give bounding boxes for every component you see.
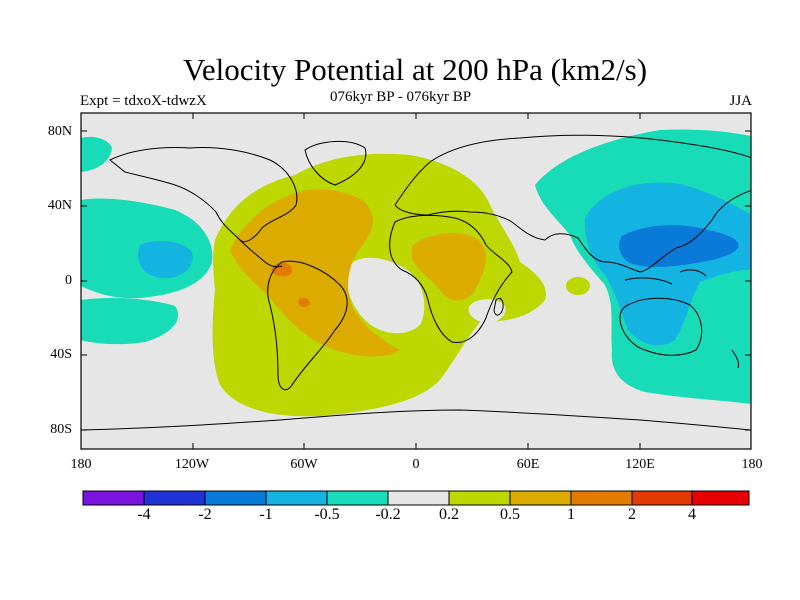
negative-region-1-pacific bbox=[619, 225, 739, 267]
period-label: 076kyr BP - 076kyr BP bbox=[330, 89, 472, 105]
lat-label-80s: 80S bbox=[50, 422, 72, 437]
colorbar-label: -4 bbox=[137, 506, 151, 523]
season-label: JJA bbox=[729, 93, 752, 109]
colorbar-label: -1 bbox=[259, 506, 273, 523]
coastline-eurasia bbox=[394, 134, 751, 273]
colorbar-label: 2 bbox=[628, 506, 636, 523]
colorbar-swatch-2 bbox=[205, 491, 266, 505]
neutral-hole-atlantic bbox=[346, 257, 425, 334]
colorbar-label: -2 bbox=[198, 506, 212, 523]
colorbar-label: 4 bbox=[688, 506, 696, 523]
lon-label-180w: 180 bbox=[70, 457, 92, 472]
contour-field bbox=[81, 113, 751, 449]
negative-region-0.5-east-pacific bbox=[138, 240, 193, 279]
positive-region-1-north bbox=[271, 262, 293, 277]
colorbar-swatch-5 bbox=[388, 491, 449, 505]
positive-region-0.5-americas bbox=[230, 189, 400, 357]
lat-label-0: 0 bbox=[65, 273, 72, 288]
lon-label-180e: 180 bbox=[741, 457, 763, 472]
experiment-label: Expt = tdxoX-tdwzX bbox=[80, 93, 207, 109]
coastline-africa bbox=[389, 214, 513, 344]
lat-label-80n: 80N bbox=[47, 124, 72, 139]
coastline-antarctica bbox=[81, 409, 751, 431]
colorbar-swatch-3 bbox=[266, 491, 327, 505]
lat-label-40n: 40N bbox=[47, 198, 72, 213]
coastline-new-zealand bbox=[731, 349, 739, 369]
colorbar-swatch-7 bbox=[510, 491, 571, 505]
colorbar-swatch-0 bbox=[83, 491, 144, 505]
colorbar-swatch-6 bbox=[449, 491, 510, 505]
lat-label-40s: 40S bbox=[50, 347, 72, 362]
coastline-greenland bbox=[304, 140, 367, 186]
coastline-indonesia bbox=[624, 269, 707, 285]
lon-label-0: 0 bbox=[412, 457, 420, 472]
colorbar-swatch-9 bbox=[632, 491, 692, 505]
positive-region-1-south bbox=[298, 297, 310, 308]
negative-region-0.2-south-pacific bbox=[81, 298, 179, 345]
positive-region-0.5-africa bbox=[412, 232, 486, 301]
neutral-hole-indian bbox=[468, 299, 506, 324]
lon-label-60e: 60E bbox=[516, 457, 540, 472]
coastline-madagascar bbox=[493, 297, 504, 316]
coastlines bbox=[81, 134, 751, 431]
colorbar-label: 1 bbox=[567, 506, 575, 523]
axis-ticks bbox=[81, 113, 751, 449]
map-title: Velocity Potential at 200 hPa (km2/s) bbox=[182, 52, 648, 87]
colorbar-swatch-10 bbox=[692, 491, 749, 505]
positive-patch-indian bbox=[566, 277, 590, 295]
colorbar-swatch-8 bbox=[571, 491, 632, 505]
coastline-north-america bbox=[109, 147, 298, 243]
colorbar bbox=[82, 490, 750, 506]
lon-label-120e: 120E bbox=[625, 457, 655, 472]
lon-label-120w: 120W bbox=[174, 457, 210, 472]
colorbar-label: -0.5 bbox=[314, 506, 340, 523]
negative-region-0.2-arctic bbox=[81, 136, 112, 172]
colorbar-frame bbox=[82, 490, 750, 506]
colorbar-label: 0.2 bbox=[439, 506, 459, 523]
coastline-australia bbox=[619, 297, 703, 356]
colorbar-swatch-4 bbox=[327, 491, 388, 505]
coastline-south-america bbox=[267, 260, 348, 391]
lon-label-60w: 60W bbox=[290, 457, 318, 472]
colorbar-swatch-1 bbox=[144, 491, 205, 505]
colorbar-label: 0.5 bbox=[500, 506, 520, 523]
colorbar-label: -0.2 bbox=[375, 506, 401, 523]
